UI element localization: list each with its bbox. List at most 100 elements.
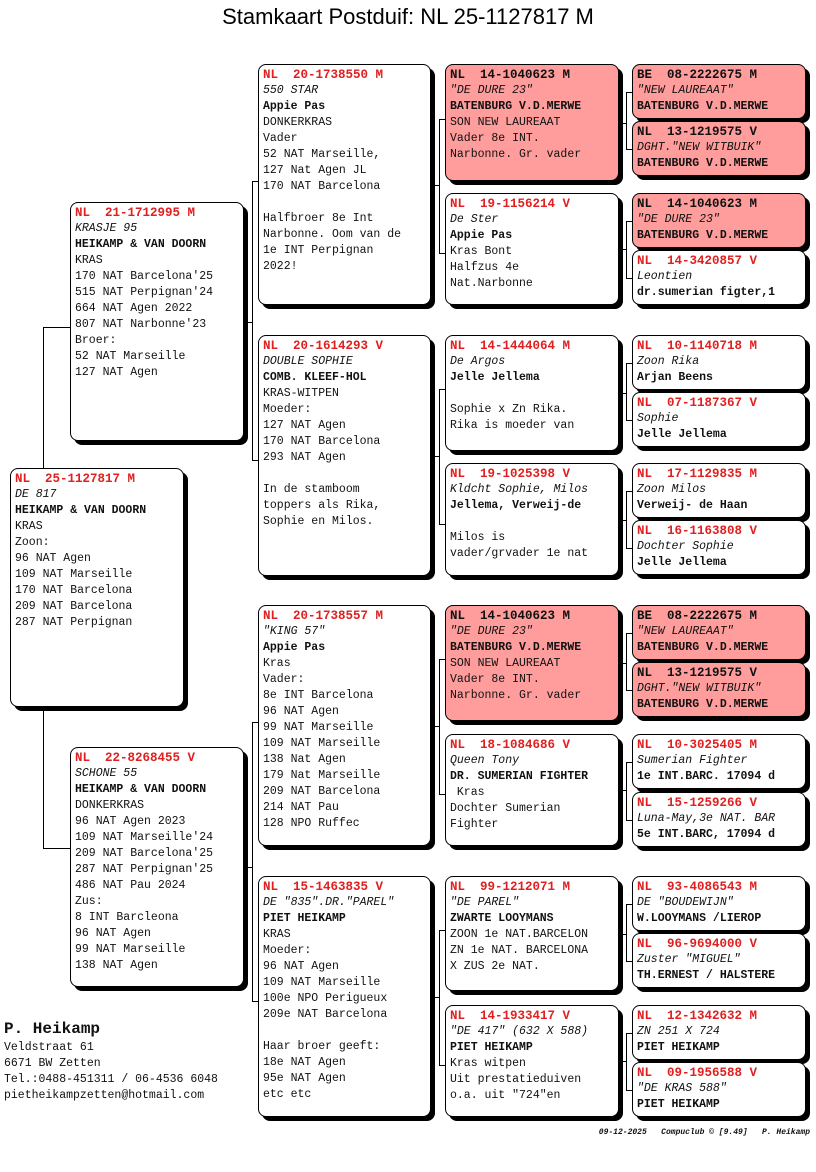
pigeon-card-ffff[interactable]: BE 08-2222675 M "NEW LAUREAAT" BATENBURG V…	[632, 64, 806, 119]
pigeon-card-ffmm[interactable]: NL 14-3420857 V Leontien dr.sumerian figte…	[632, 250, 806, 305]
owner-name: BATENBURG V.D.MERWE	[637, 229, 769, 242]
connector-line	[439, 794, 445, 795]
connector-line	[619, 393, 626, 394]
connector-line	[626, 221, 627, 278]
connector-line	[43, 327, 70, 328]
owner-name: Jelle Jellema	[637, 428, 727, 441]
info-line: 293 NAT Agen	[263, 451, 346, 464]
info-line: 99 NAT Marseille	[75, 943, 186, 956]
pigeon-card-fmmf[interactable]: NL 17-1129835 M Zoon Milos Verweij- de Haa…	[632, 463, 806, 518]
info-line: X ZUS 2e NAT.	[450, 960, 540, 973]
connector-line	[626, 491, 627, 548]
connector-line	[626, 92, 632, 93]
connector-line	[626, 1090, 632, 1091]
owner-name: Appie Pas	[450, 229, 513, 242]
pigeon-card-mmf[interactable]: NL 99-1212071 M "DE PAREL" ZWARTE LOOYMANS…	[445, 876, 619, 991]
pigeon-card-fmfm[interactable]: NL 07-1187367 V Sophie Jelle Jellema	[632, 392, 806, 447]
owner-name: PIET HEIKAMP	[637, 1041, 720, 1054]
info-line: Milos is	[450, 531, 506, 544]
info-line: 170 NAT Barcelona	[263, 435, 381, 448]
info-line: Vader 8e INT.	[450, 673, 540, 686]
pigeon-name: De Ster	[450, 213, 499, 226]
pigeon-card-mffm[interactable]: NL 13-1219575 V DGHT."NEW WITBUIK" BATENBU…	[632, 662, 806, 717]
connector-line	[626, 363, 627, 420]
pigeon-card-ffm[interactable]: NL 19-1156214 V De Ster Appie Pas Kras Bont…	[445, 193, 619, 305]
info-line: Narbonne. Gr. vader	[450, 148, 582, 161]
info-line: toppers als Rika,	[263, 499, 381, 512]
pigeon-name: "DE DURE 23"	[637, 213, 720, 226]
info-line	[263, 466, 426, 482]
owner-name: 5e INT.BARC, 17094 d	[637, 828, 776, 841]
pigeon-name: "DE DURE 23"	[450, 84, 533, 97]
ring-number: NL 99-1212071 M	[450, 880, 571, 894]
info-line: Moeder:	[263, 944, 312, 957]
pigeon-card-mfm[interactable]: NL 18-1084686 V Queen Tony DR. SUMERIAN FI…	[445, 734, 619, 846]
connector-line	[244, 322, 252, 323]
pigeon-name: Zoon Milos	[637, 483, 707, 496]
pigeon-card-f[interactable]: NL 21-1712995 M KRASJE 95 HEIKAMP & VAN DO…	[70, 202, 244, 441]
pigeon-card-ffmf[interactable]: NL 14-1040623 M "DE DURE 23" BATENBURG V.D…	[632, 193, 806, 248]
info-line: 807 NAT Narbonne'23	[75, 318, 207, 331]
info-line: Halfzus 4e	[450, 261, 520, 274]
ring-number: NL 17-1129835 M	[637, 467, 758, 481]
pigeon-card-mf[interactable]: NL 20-1738557 M "KING 57" Appie Pas Kras Vad…	[258, 605, 431, 846]
pigeon-card-mfmm[interactable]: NL 15-1259266 V Luna-May,3e NAT. BAR 5e IN…	[632, 792, 806, 847]
pigeon-card-mmfm[interactable]: NL 96-9694000 V Zuster "MIGUEL" TH.ERNEST …	[632, 933, 806, 988]
info-line: KRAS-WITPEN	[263, 387, 339, 400]
pigeon-card-fm[interactable]: NL 20-1614293 V DOUBLE SOPHIE COMB. KLEEF-…	[258, 335, 431, 576]
pigeon-card-fmf[interactable]: NL 14-1444064 M De Argos Jelle Jellema Soph…	[445, 335, 619, 451]
info-line: 100e NPO Perigueux	[263, 992, 388, 1005]
ring-number: NL 10-1140718 M	[637, 339, 758, 353]
info-line: Narbonne. Oom van de	[263, 228, 402, 241]
pigeon-name: Leontien	[637, 270, 693, 283]
pigeon-card-mff[interactable]: NL 14-1040623 M "DE DURE 23" BATENBURG V.D…	[445, 605, 619, 721]
pigeon-card-mm[interactable]: NL 15-1463835 V DE "835".DR."PAREL" PIET H…	[258, 876, 431, 1117]
owner-name: dr.sumerian figter,1	[637, 286, 776, 299]
pigeon-name: "DE PAREL"	[450, 896, 520, 909]
info-line: vader/grvader 1e nat	[450, 547, 589, 560]
connector-line	[244, 867, 252, 868]
pigeon-name: "KING 57"	[263, 625, 326, 638]
connector-line	[626, 420, 632, 421]
breeder-name: P. Heikamp	[4, 1020, 101, 1038]
owner-name: BATENBURG V.D.MERWE	[450, 641, 582, 654]
pigeon-card-fmm[interactable]: NL 19-1025398 V Kldcht Sophie, Milos Jelle…	[445, 463, 619, 576]
pigeon-card-s[interactable]: NL 25-1127817 M DE 817 HEIKAMP & VAN DOORN…	[10, 468, 184, 707]
breeder-address: P. Heikamp Veldstraat 61 6671 BW Zetten …	[4, 1018, 218, 1104]
connector-line	[626, 149, 632, 150]
owner-name: BATENBURG V.D.MERWE	[637, 698, 769, 711]
pigeon-card-fmff[interactable]: NL 10-1140718 M Zoon Rika Arjan Beens	[632, 335, 806, 390]
owner-name: HEIKAMP & VAN DOORN	[75, 783, 207, 796]
info-line: 109 NAT Marseille	[263, 976, 381, 989]
connector-line	[626, 491, 632, 492]
pigeon-card-ff[interactable]: NL 20-1738550 M 550 STAR Appie Pas DONKERKR…	[258, 64, 431, 305]
pigeon-card-mfmf[interactable]: NL 10-3025405 M Sumerian Fighter 1e INT.BA…	[632, 734, 806, 789]
connector-line	[619, 520, 626, 521]
info-line: Haar broer geeft:	[263, 1040, 381, 1053]
connector-line	[439, 930, 445, 931]
info-line: KRAS	[15, 520, 43, 533]
pigeon-card-fmmm[interactable]: NL 16-1163808 V Dochter Sophie Jelle Jelle…	[632, 520, 806, 575]
info-line: 1e INT Perpignan	[263, 244, 374, 257]
ring-number: NL 09-1956588 V	[637, 1066, 758, 1080]
connector-line	[431, 456, 439, 457]
pigeon-card-fffm[interactable]: NL 13-1219575 V DGHT."NEW WITBUIK" BATENBU…	[632, 121, 806, 176]
pigeon-card-mmmf[interactable]: NL 12-1342632 M ZN 251 X 724 PIET HEIKAMP	[632, 1005, 806, 1060]
ring-number: NL 25-1127817 M	[15, 472, 136, 486]
pigeon-card-mmmm[interactable]: NL 09-1956588 V "DE KRAS 588" PIET HEIKAMP	[632, 1062, 806, 1117]
pigeon-card-fff[interactable]: NL 14-1040623 M "DE DURE 23" BATENBURG V.D…	[445, 64, 619, 181]
connector-line	[626, 633, 632, 634]
connector-line	[626, 363, 632, 364]
connector-line	[619, 790, 626, 791]
pigeon-card-mmm[interactable]: NL 14-1933417 V "DE 417" (632 X 588) PIET …	[445, 1005, 619, 1117]
pigeon-card-mmff[interactable]: NL 93-4086543 M DE "BOUDEWIJN" W.LOOYMANS …	[632, 876, 806, 931]
ring-number: NL 14-1933417 V	[450, 1009, 571, 1023]
connector-line	[626, 221, 632, 222]
owner-name: TH.ERNEST / HALSTERE	[637, 969, 776, 982]
info-line	[263, 1023, 426, 1039]
pigeon-card-m[interactable]: NL 22-8268455 V SCHONE 55 HEIKAMP & VAN DO…	[70, 747, 244, 987]
connector-line	[626, 762, 627, 820]
info-line: 214 NAT Pau	[263, 801, 339, 814]
info-line: Vader:	[263, 673, 305, 686]
pigeon-card-mfff[interactable]: BE 08-2222675 M "NEW LAUREAAT" BATENBURG V…	[632, 605, 806, 660]
